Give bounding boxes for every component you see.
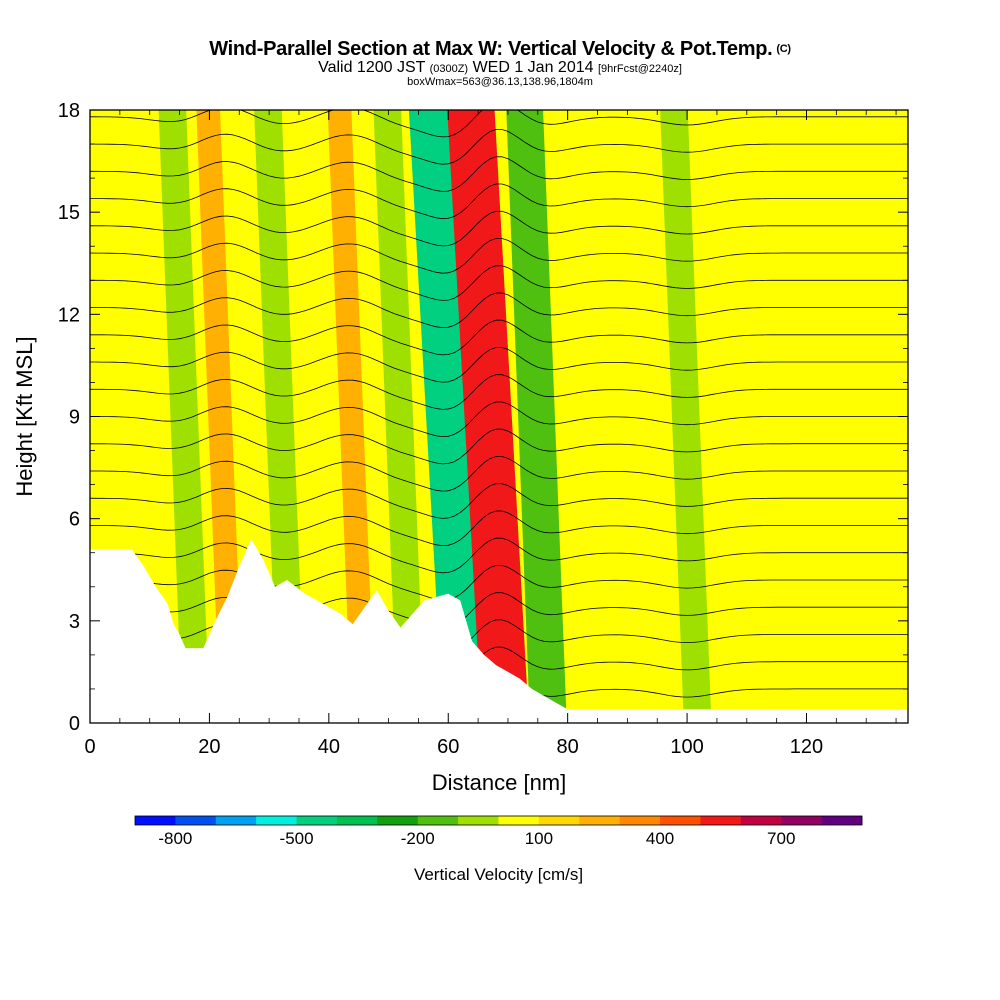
y-tick-label: 15: [58, 202, 80, 224]
x-axis-label: Distance [nm]: [432, 770, 567, 795]
isentrope-line: [90, 183, 908, 220]
y-tick-label: 9: [69, 407, 80, 429]
w-band: [327, 110, 376, 723]
isentrope-line: [90, 110, 908, 138]
chart-info-line: boxWmax=563@36.13,138.96,1804m: [407, 76, 593, 88]
y-axis-label: Height [Kft MSL]: [12, 336, 37, 496]
colorbar-swatch: [821, 816, 863, 825]
chart-title: Wind-Parallel Section at Max W: Vertical…: [209, 38, 773, 60]
colorbar-swatch: [700, 816, 742, 825]
isentrope-line: [90, 238, 908, 274]
colorbar-swatch: [135, 816, 176, 825]
y-tick-label: 0: [69, 713, 80, 735]
colorbar-swatch: [458, 816, 499, 825]
x-tick-label: 0: [84, 736, 95, 758]
subtitle-valid: Valid 1200 JST: [318, 59, 426, 76]
x-tick-label: 20: [198, 736, 220, 758]
isentrope-line: [90, 319, 908, 356]
x-tick-label: 80: [557, 736, 579, 758]
y-tick-label: 3: [69, 611, 80, 633]
isentrope-line: [90, 537, 908, 574]
terrain: [90, 539, 908, 723]
colorbar-swatch: [498, 816, 540, 825]
isentrope-line: [90, 210, 908, 247]
isentrope-line: [90, 292, 908, 329]
colorbar-tick-label: -200: [401, 829, 435, 848]
isentropes: [90, 110, 908, 710]
colorbar-swatch: [175, 816, 217, 825]
title-block: Wind-Parallel Section at Max W: Vertical…: [0, 38, 1000, 88]
colorbar-swatch: [215, 816, 257, 825]
w-band: [447, 110, 529, 723]
colorbar-frame: [134, 815, 863, 826]
x-tick-label: 100: [670, 736, 703, 758]
chart-title-line: Wind-Parallel Section at Max W: Vertical…: [0, 38, 1000, 60]
y-tick-label: 6: [69, 509, 80, 531]
colorbar-swatch: [781, 816, 822, 825]
colorbar-swatch: [256, 816, 297, 825]
subtitle-utc: (0300Z): [429, 63, 469, 75]
x-tick-label: 120: [790, 736, 823, 758]
colorbar-swatch: [296, 816, 338, 825]
colorbar-swatch: [538, 816, 580, 825]
isentrope-line: [90, 374, 908, 410]
title-tag: (C): [776, 43, 791, 55]
w-band: [373, 110, 425, 723]
plot-area: [90, 110, 908, 723]
w-band: [254, 110, 306, 723]
w-band: [158, 110, 210, 723]
w-band: [506, 110, 567, 723]
colorbar-tick-label: -800: [158, 829, 192, 848]
colorbar-tick-label: 100: [525, 829, 553, 848]
y-tick-label: 12: [58, 304, 80, 326]
colorbar-swatch: [740, 816, 782, 825]
isentrope-line: [90, 156, 908, 192]
subtitle-date: WED 1 Jan 2014: [472, 59, 594, 76]
isentrope-line: [90, 265, 908, 301]
x-tick-label: 40: [318, 736, 340, 758]
subtitle-forecast: [9hrFcst@2240z]: [597, 63, 682, 75]
chart-subtitle: Valid 1200 JST (0300Z) WED 1 Jan 2014 [9…: [0, 60, 1000, 77]
w-band: [660, 110, 712, 723]
colorbar-swatch: [579, 816, 620, 825]
isentrope-line: [90, 510, 908, 547]
isentrope-line: [90, 347, 908, 383]
colorbar-tick-label: 700: [767, 829, 795, 848]
colorbar-swatch: [417, 816, 459, 825]
isentrope-line: [90, 401, 908, 438]
colorbar-swatch: [619, 816, 661, 825]
colorbar-tick-label: -500: [280, 829, 314, 848]
isentrope-line: [90, 483, 908, 519]
colorbar: -800 -500 -200 100 400 700 Vertical Velocity […: [134, 815, 863, 884]
colorbar-tick-label: 400: [646, 829, 674, 848]
x-tick-label: 60: [437, 736, 459, 758]
colorbar-label: Vertical Velocity [cm/s]: [414, 865, 583, 884]
isentrope-line: [90, 129, 908, 165]
isentrope-line: [90, 592, 908, 628]
w-band: [196, 110, 244, 723]
isentrope-line: [90, 565, 908, 601]
axes: 0 20 40 60 80 100 120 0 3 6 9 12 15 18 Distance [nm] He…: [12, 100, 909, 795]
colorbar-swatch: [660, 816, 701, 825]
colorbar-swatch: [336, 816, 378, 825]
isentrope-line: [90, 428, 908, 465]
y-tick-label: 18: [58, 100, 80, 122]
isentrope-line: [90, 456, 908, 492]
colorbar-swatch: [377, 816, 419, 825]
